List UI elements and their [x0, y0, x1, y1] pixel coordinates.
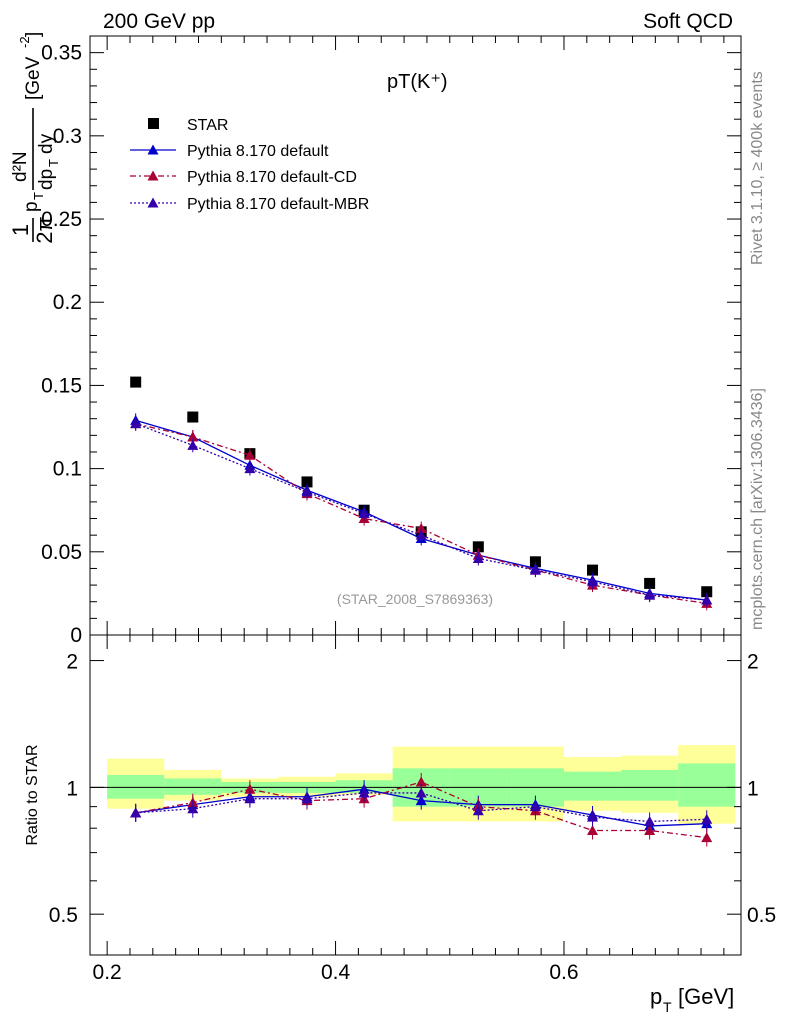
ratio-point [644, 815, 656, 826]
y-tick-label: 1 [66, 777, 78, 800]
svg-text:T: T [31, 192, 46, 200]
legend-label: Pythia 8.170 default-CD [187, 169, 357, 186]
data-point [472, 541, 484, 553]
legend-marker [148, 118, 159, 129]
data-point [187, 439, 199, 450]
svg-text:1: 1 [8, 224, 33, 236]
y-tick-label-right: 0.5 [747, 904, 776, 927]
analysis-watermark: (STAR_2008_S7869363) [337, 591, 493, 607]
data-point [701, 594, 713, 605]
ratio-point [187, 803, 199, 814]
ratio-point [472, 805, 484, 816]
data-point [701, 586, 713, 598]
data-point [130, 418, 142, 429]
x-tick-label: 0.6 [549, 961, 578, 984]
ratio-frame [89, 634, 742, 956]
data-point [358, 508, 370, 519]
y-axis-title: 1 2π p T d²N dp T dy [GeV -2 ] [8, 32, 61, 244]
ratio-panel: 0.5 0.5 1 1 2 2 0.2 0.4 0.6 [49, 634, 776, 984]
y-tick-label: 0.5 [49, 904, 78, 927]
legend-label: Pythia 8.170 default-MBR [187, 196, 369, 213]
data-point [644, 589, 656, 600]
chart-title: pT(K⁺) [387, 71, 448, 93]
ratio-point [529, 801, 541, 812]
data-point [244, 463, 256, 474]
ratio-point [587, 811, 599, 822]
uncertainty-band-inner [107, 774, 165, 799]
svg-text:-2: -2 [17, 36, 32, 48]
y-tick-label: 0.25 [41, 208, 82, 231]
series-line [135, 419, 707, 601]
data-point [301, 476, 313, 488]
header-left: 200 GeV pp [103, 10, 215, 33]
ratio-point [358, 787, 370, 798]
y-tick-label-right: 1 [747, 777, 759, 800]
series-line [135, 423, 707, 601]
data-point [187, 431, 199, 442]
legend-marker [147, 144, 159, 155]
data-point [301, 486, 313, 497]
y-tick-label: 2 [66, 651, 78, 674]
data-point [415, 529, 427, 540]
data-point [472, 552, 484, 563]
y-tick-label: 0 [70, 624, 82, 647]
legend-label: STAR [187, 117, 228, 134]
uncertainty-band-inner [563, 771, 622, 801]
uncertainty-band-inner [164, 778, 222, 795]
ratio-point [415, 787, 427, 798]
legend-marker [147, 197, 159, 208]
ratio-point [701, 832, 713, 843]
series-line [135, 423, 707, 605]
data-point [415, 523, 427, 534]
y-tick-label: 0.35 [41, 42, 82, 65]
svg-text:d²N: d²N [10, 151, 31, 182]
svg-text:T: T [46, 159, 61, 167]
x-tick-label: 0.2 [93, 961, 122, 984]
x-tick-label: 0.4 [321, 961, 351, 984]
ratio-line [135, 792, 707, 823]
y-tick-label-right: 2 [747, 651, 759, 674]
data-point [644, 577, 656, 589]
mcplots-label: mcplots.cern.ch [arXiv:1306.3436] [749, 388, 766, 630]
y-tick-label: 0.3 [53, 125, 82, 148]
legend-marker [147, 170, 159, 181]
data-point [529, 564, 541, 575]
uncertainty-band-inner [678, 763, 736, 807]
svg-text:p: p [650, 984, 662, 1009]
legend-label: Pythia 8.170 default [187, 143, 329, 160]
y-tick-label: 0.2 [53, 291, 82, 314]
uncertainty-band-inner [621, 769, 679, 801]
ratio-point [301, 793, 313, 804]
svg-text:[GeV]: [GeV] [678, 984, 734, 1009]
data-point [244, 449, 256, 460]
ratio-point [244, 783, 256, 794]
y-tick-label: 0.05 [41, 541, 82, 564]
data-point [187, 411, 199, 423]
main-panel: 0 0.05 0.1 0.15 0.2 0.25 0.3 0.35 pT(K⁺) (STAR_20… [41, 35, 742, 647]
y-tick-label: 0.1 [53, 458, 82, 481]
rivet-label: Rivet 3.1.10, ≥ 400k events [749, 71, 766, 265]
ratio-ylabel: Ratio to STAR [24, 744, 41, 845]
ratio-line [135, 781, 707, 839]
svg-text:[GeV: [GeV [23, 56, 44, 100]
svg-text:2π: 2π [32, 216, 57, 243]
ratio-point [130, 807, 142, 818]
x-axis-title: p T [GeV] [650, 984, 734, 1015]
data-point [587, 576, 599, 587]
ratio-point [587, 824, 599, 835]
y-tick-label: 0.15 [41, 374, 82, 397]
header-right: Soft QCD [643, 10, 733, 33]
svg-text:p: p [21, 201, 42, 212]
data-point [130, 376, 142, 388]
ratio-point [415, 776, 427, 787]
svg-text:T: T [663, 999, 672, 1015]
svg-text:dp: dp [36, 169, 57, 190]
data-point [587, 564, 599, 576]
svg-text:dy: dy [36, 133, 57, 154]
ratio-point [701, 813, 713, 824]
svg-text:]: ] [23, 32, 44, 37]
ratio-point [244, 793, 256, 804]
